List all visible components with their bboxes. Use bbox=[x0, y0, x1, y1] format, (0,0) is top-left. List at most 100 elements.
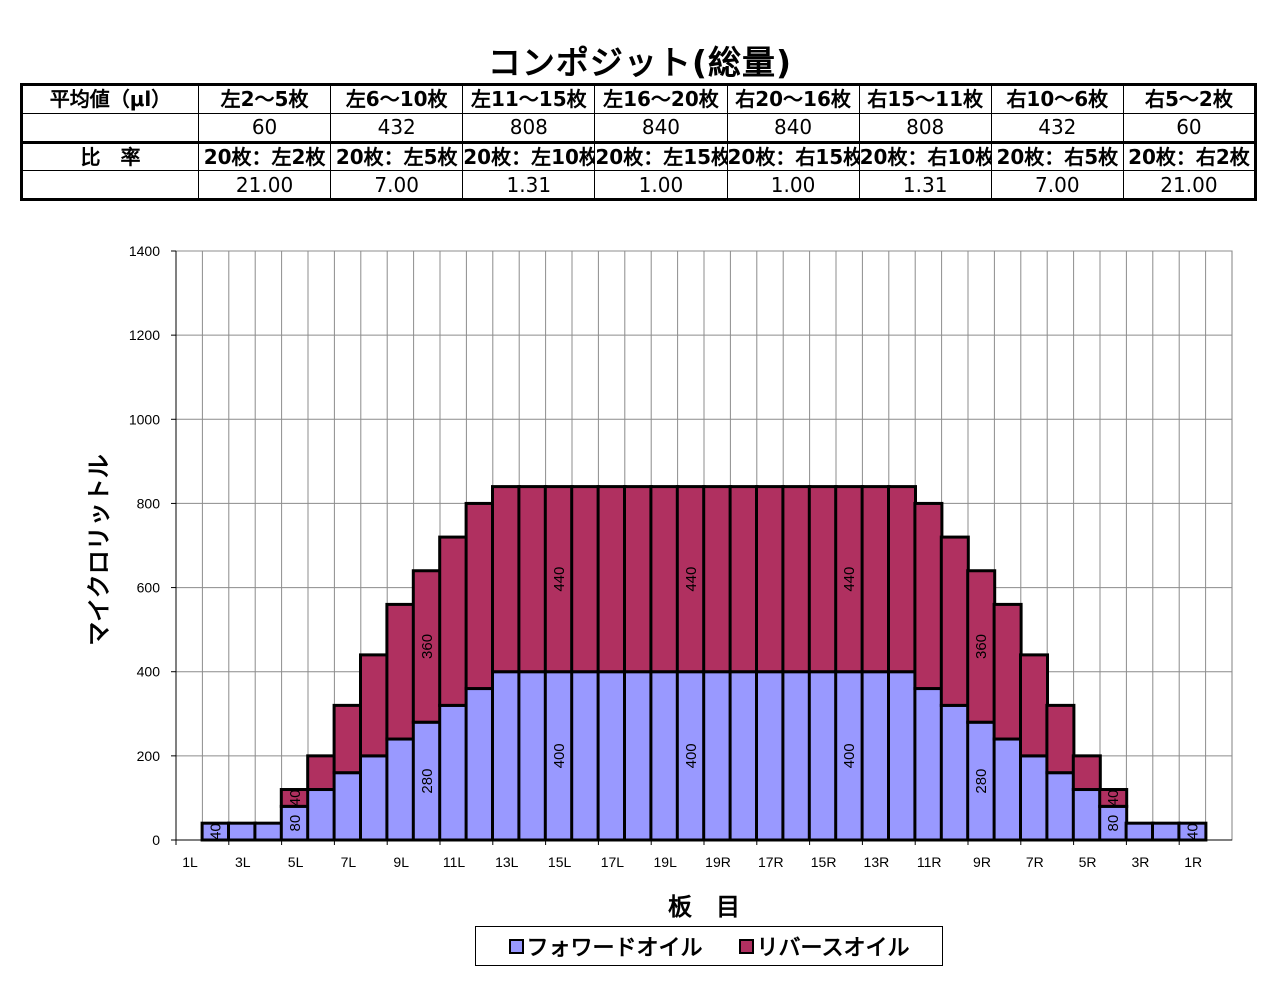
bar-reverse-oil bbox=[1045, 703, 1076, 775]
bar-reverse-oil bbox=[517, 485, 548, 674]
table-cell: 840 bbox=[726, 112, 860, 143]
table-cell: 21.00 bbox=[197, 170, 332, 200]
x-tick-label: 17R bbox=[758, 854, 784, 870]
table-row: 21.00 7.00 1.31 1.00 1.00 1.31 7.00 21.00 bbox=[21, 170, 1257, 200]
legend-item-forward: フォワードオイル bbox=[508, 930, 703, 962]
bar-forward-oil bbox=[992, 737, 1023, 842]
bar-reverse-oil bbox=[1098, 788, 1129, 808]
bar-reverse-oil bbox=[728, 485, 759, 674]
x-tick-label: 15R bbox=[811, 854, 837, 870]
bar-forward-oil bbox=[385, 737, 416, 842]
bar-forward-oil bbox=[227, 821, 257, 842]
x-tick-label: 9L bbox=[393, 854, 409, 870]
bar-reverse-oil bbox=[332, 703, 363, 775]
bar-forward-oil bbox=[702, 670, 733, 842]
bar-forward-oil bbox=[596, 670, 627, 842]
data-label: 400 bbox=[841, 743, 858, 768]
data-label: 40 bbox=[1105, 790, 1122, 807]
bar-reverse-oil bbox=[570, 485, 601, 674]
bar-reverse-oil bbox=[649, 485, 680, 674]
x-tick-label: 9R bbox=[973, 854, 991, 870]
legend-item-reverse: リバースオイル bbox=[738, 930, 909, 962]
table-cell: 1.00 bbox=[726, 170, 860, 200]
bar-forward-oil bbox=[675, 670, 706, 842]
table-cell: 右15～11枚 bbox=[858, 84, 992, 114]
bar-reverse-oil bbox=[623, 485, 653, 674]
table-cell: 20枚：左15枚 bbox=[594, 140, 728, 172]
data-label: 400 bbox=[683, 743, 700, 768]
data-label: 360 bbox=[973, 634, 990, 659]
table-cell: 20枚：左5枚 bbox=[330, 140, 464, 172]
table-cell: 808 bbox=[462, 112, 596, 143]
x-tick-label: 5L bbox=[288, 854, 304, 870]
bar-reverse-oil bbox=[860, 485, 891, 674]
bar-reverse-oil bbox=[596, 485, 627, 674]
x-tick-label: 3L bbox=[235, 854, 251, 870]
legend-label-forward: フォワードオイル bbox=[526, 936, 703, 961]
page-title: コンポジット(総量) bbox=[487, 43, 793, 82]
bar-forward-oil bbox=[623, 670, 653, 842]
bar-forward-oil bbox=[913, 687, 944, 842]
bar-forward-oil bbox=[781, 670, 812, 842]
table-cell: 左16～20枚 bbox=[594, 84, 728, 114]
table-cell: 60 bbox=[197, 112, 332, 143]
x-tick-label: 1R bbox=[1184, 854, 1202, 870]
data-label: 40 bbox=[1184, 823, 1201, 840]
bar-forward-oil bbox=[332, 771, 363, 842]
table-cell: 20枚：右5枚 bbox=[990, 140, 1124, 172]
table-cell: 20枚：左10枚 bbox=[462, 140, 596, 172]
bar-reverse-oil bbox=[781, 485, 812, 674]
bar-reverse-oil bbox=[1071, 754, 1102, 792]
y-tick-label: 200 bbox=[137, 748, 161, 764]
bar-reverse-oil bbox=[464, 501, 495, 691]
x-tick-label: 13R bbox=[864, 854, 890, 870]
table-cell: 左11～15枚 bbox=[462, 84, 596, 114]
legend-swatch-forward bbox=[508, 938, 524, 954]
data-label: 40 bbox=[208, 823, 225, 840]
bar-forward-oil bbox=[491, 670, 521, 842]
bar-forward-oil bbox=[887, 670, 917, 842]
table-cell: 1.00 bbox=[594, 170, 728, 200]
x-tick-label: 7L bbox=[341, 854, 357, 870]
table-cell: 20枚：右10枚 bbox=[858, 140, 992, 172]
y-tick-label: 1000 bbox=[129, 411, 160, 427]
data-label: 40 bbox=[287, 790, 304, 807]
x-tick-label: 19L bbox=[654, 854, 678, 870]
bar-forward-oil bbox=[517, 670, 548, 842]
bar-reverse-oil bbox=[438, 535, 469, 707]
table-cell: 20枚：左2枚 bbox=[197, 140, 332, 172]
data-label: 400 bbox=[551, 743, 568, 768]
bar-forward-oil bbox=[1151, 821, 1181, 842]
table-cell: 右20～16枚 bbox=[726, 84, 860, 114]
data-label: 440 bbox=[841, 567, 858, 592]
bar-reverse-oil bbox=[992, 602, 1023, 741]
y-axis-title: マイクロリットル bbox=[85, 454, 113, 646]
table-cell: 右5～2枚 bbox=[1122, 84, 1257, 114]
bar-forward-oil bbox=[438, 703, 469, 842]
bar-reverse-oil bbox=[306, 754, 337, 792]
bar-forward-oil bbox=[966, 720, 997, 842]
bar-forward-oil bbox=[649, 670, 680, 842]
bar-reverse-oil bbox=[807, 485, 838, 674]
bar-forward-oil bbox=[1071, 788, 1102, 842]
bar-forward-oil bbox=[253, 821, 284, 842]
table-cell: 7.00 bbox=[990, 170, 1124, 200]
y-tick-label: 800 bbox=[137, 495, 161, 511]
bar-reverse-oil bbox=[491, 485, 521, 674]
bar-reverse-oil bbox=[939, 535, 970, 707]
bar-forward-oil bbox=[464, 687, 495, 842]
bar-forward-oil bbox=[306, 788, 337, 842]
bar-forward-oil bbox=[755, 670, 785, 842]
table-row: 比 率 20枚：左2枚 20枚：左5枚 20枚：左10枚 20枚：左15枚 20枚：右15… bbox=[21, 140, 1257, 172]
bar-reverse-oil bbox=[1019, 653, 1049, 758]
bar-forward-oil bbox=[1045, 771, 1076, 842]
x-axis-title: 板 目 bbox=[668, 893, 740, 921]
bar-forward-oil bbox=[359, 754, 389, 842]
bar-reverse-oil bbox=[411, 569, 442, 724]
table-cell: 左6～10枚 bbox=[330, 84, 464, 114]
bar-forward-oil bbox=[860, 670, 891, 842]
table-cell: 21.00 bbox=[1122, 170, 1257, 200]
table-cell: 7.00 bbox=[330, 170, 464, 200]
bar-forward-oil bbox=[728, 670, 759, 842]
